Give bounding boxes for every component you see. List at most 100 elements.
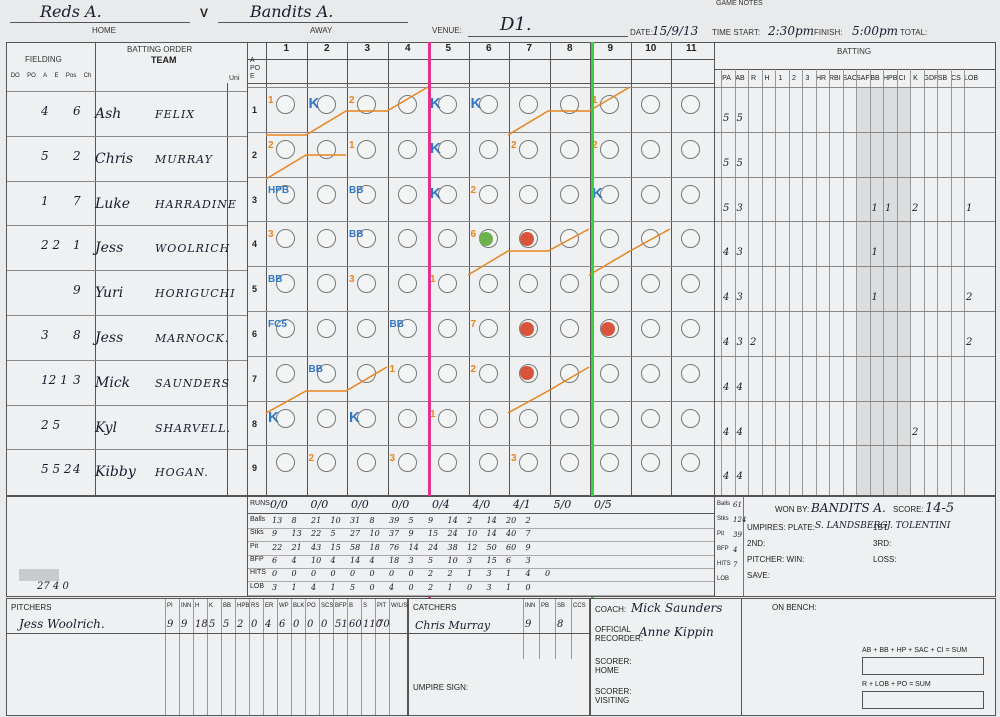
stat-value: 27 [350,529,361,539]
at-bat-cell [631,177,671,222]
stat-value: 9 [525,542,531,552]
at-bat-cell [307,266,347,311]
play-notation: HPB [268,184,290,196]
position: 8 [73,328,81,342]
stat-value: 4 [291,555,297,565]
stat-value: 0 [311,569,317,579]
player-name: Chris MURRAY [95,151,213,167]
position: 9 [73,283,81,298]
side-stat-label: Pit [717,531,725,537]
batting-stat-value: 4 [736,471,743,483]
player-last-name: FELIX [155,108,196,121]
stat-value: 58 [350,542,361,552]
scorer-visiting-label: SCORER: VISITING [595,687,632,705]
stat-value: 4 [525,569,531,579]
po-label: PO [250,65,261,72]
side-stat-value: 61 [733,501,742,509]
at-bat-cell [307,445,347,490]
batting-stat-value: 2 [912,202,919,214]
formula-two-boxes [862,691,984,709]
formula-two: R + LOB + PO = SUM [862,681,931,688]
batting-label: BATTING [837,47,872,56]
stat-value: 0 [467,582,473,592]
time-start-label: TIME START: [712,28,761,37]
side-stat-label: Balls [717,501,731,507]
at-bat-cell [307,311,347,356]
base-diamond [559,453,579,473]
game-notes-label: GAME NOTES [716,0,763,7]
stat-value: 24 [447,529,458,539]
position: 2 [73,148,81,163]
base-diamond [681,453,700,473]
base-diamond [559,274,579,294]
batting-column-header: AB [735,75,745,82]
runner-marker [601,322,615,336]
base-diamond [559,408,579,428]
batting-stat-value: 5 [736,113,743,124]
play-notation: 1 [389,363,396,375]
play-notation: 3 [389,453,396,465]
at-bat-cell [469,445,509,490]
at-bat-cell [509,177,549,222]
play-notation: K [592,184,603,202]
at-bat-cell [550,87,590,132]
base-diamond [478,274,498,294]
play-notation: K [430,184,441,202]
base-diamond [640,363,660,383]
base-diamond [276,95,295,114]
base-diamond [316,274,336,294]
play-notation: 2 [268,139,274,151]
scoresheet-header: Reds A. HOME V Bandits A. AWAY VENUE: D1… [0,0,1000,40]
at-bat-cell [631,311,671,356]
won-by-value: BANDITS A. [811,501,886,515]
inning-runs: 0/0 [391,498,410,511]
grid-row-number: 8 [252,418,258,429]
play-notation: 3 [349,274,355,286]
catchers-panel: CATCHERS Chris Murray INN 9 PB SB 8 CCS UMPIR… [408,598,590,716]
stat-value: 22 [272,542,283,552]
batting-stat-value: 2 [966,337,973,348]
player-first-name: Yuri [95,285,124,302]
first-base-label: 1ST [873,523,888,532]
pitcher-stat-value: 5 [209,619,216,630]
at-bat-cell [671,221,711,266]
stat-value: 0 [389,569,395,579]
batting-stat-value: 5 [723,202,730,214]
base-diamond [357,184,376,204]
base-diamond [438,274,457,294]
batting-column-header: 1 [778,75,783,82]
at-bat-cell [388,311,428,356]
batting-column-header: LOB [964,75,979,82]
pitcher-stat-value: 0 [321,619,328,630]
base-diamond [357,95,376,114]
batting-column-header: BB [870,75,880,82]
play-notation: 1 [349,139,355,151]
formula-one: AB + BB + HP + SAC + CI = SUM [862,647,968,654]
fielding-stats: 5 5 2 [41,462,72,477]
at-bat-cell [671,356,711,401]
pitcher-column-header: W/L/S [391,603,408,609]
stat-value: 3 [272,582,278,592]
at-bat-cell [428,445,468,490]
stat-value: 9 [428,516,434,525]
pitcher-column-header: BLK [293,603,305,609]
batting-stat-value: 1 [871,247,878,259]
stat-value: 1 [506,582,512,592]
base-diamond [397,274,417,294]
base-diamond [681,408,700,428]
base-diamond [316,95,336,114]
recorder-name: Anne Kippin [639,625,714,639]
player-first-name: Jess [95,240,124,257]
at-bat-cell [347,132,387,177]
at-bat-cell [631,221,671,266]
base-diamond [478,139,498,159]
at-bat-cell [469,311,509,356]
player-first-name: Kyl [95,419,117,436]
player-last-name: HARRADINE [155,197,237,211]
play-notation: 1 [268,95,274,106]
inning-header: 1 [283,43,290,54]
at-bat-cell [428,87,468,132]
stat-value: 9 [272,529,278,539]
inning-runs: 0/0 [270,498,288,511]
